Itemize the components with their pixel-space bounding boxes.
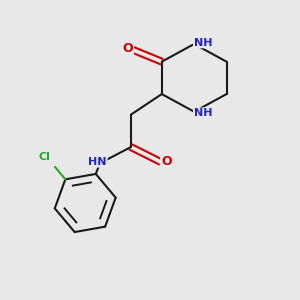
Text: HN: HN xyxy=(88,157,107,167)
Text: NH: NH xyxy=(194,108,212,118)
Text: NH: NH xyxy=(194,38,212,47)
Text: O: O xyxy=(123,42,133,55)
Text: Cl: Cl xyxy=(39,152,51,162)
Text: O: O xyxy=(161,155,172,168)
